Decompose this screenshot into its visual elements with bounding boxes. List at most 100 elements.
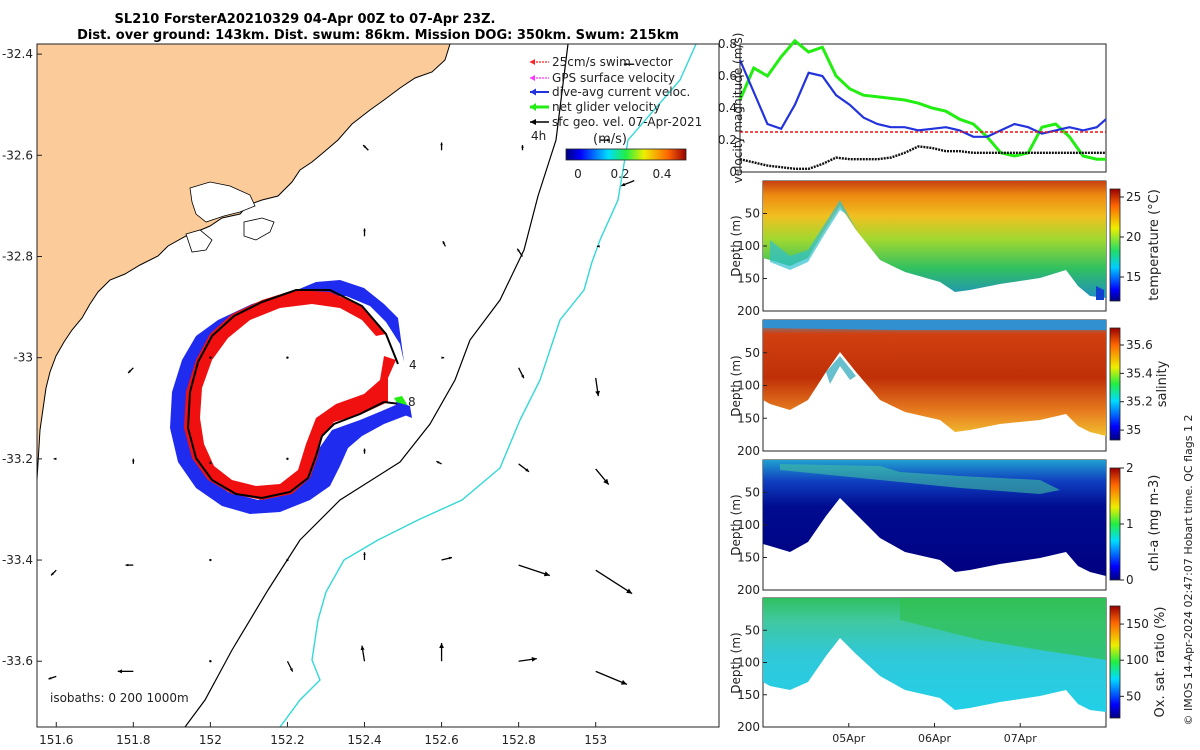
depth-tick-label: 200	[737, 583, 760, 597]
geo-vector-arrow	[599, 138, 610, 142]
depth-tick-label: 150	[737, 551, 760, 565]
geo-vector-arrow	[50, 569, 57, 576]
temperature-deep	[1096, 286, 1104, 300]
oxygen-colorbar-label: Ox. sat. ratio (%)	[1153, 607, 1168, 718]
track-start-marker	[396, 402, 412, 418]
temperature-panel: 50 100 150 200 Depth (m) 15 20 25 temperature…	[729, 180, 1162, 318]
map-x-tick-label: 152.6	[424, 733, 458, 747]
oxygen-y-ticks: 50 100 150 200	[737, 623, 767, 734]
depth-tick-label: 100	[737, 239, 760, 253]
geo-vector-arrow	[596, 245, 600, 248]
velocity-series-net-glider	[738, 38, 1106, 161]
chart-title-line1: SL210 ForsterA20210329 04-Apr 00Z to 07-…	[115, 12, 496, 27]
colorbar-tick-label: 35.6	[1126, 338, 1153, 352]
geo-vector-arrow	[518, 564, 551, 577]
map-colorbar-unit: (m/s)	[593, 132, 627, 147]
velocity-series-geo	[739, 145, 1106, 171]
depth-tick-label: 100	[737, 518, 760, 532]
colorbar-tick-label: 100	[1126, 653, 1149, 667]
geo-vector-arrow	[209, 558, 212, 562]
depth-tick-label: 50	[745, 207, 760, 221]
legend-label-geo-velocity: sfc geo. vel. 07-Apr-2021	[552, 115, 702, 129]
temperature-colorbar-label: temperature (°C)	[1147, 189, 1162, 301]
isobath-200m	[184, 44, 569, 727]
map-x-ticks: 151.6 151.8 152 152.2 152.4 152.6 152.8 153	[39, 722, 607, 747]
geo-vector-arrow	[441, 356, 445, 359]
chla-y-label: Depth (m)	[729, 494, 743, 555]
chla-colorbar-label: chl-a (mg m-3)	[1147, 475, 1162, 572]
geo-vector-arrow	[595, 569, 633, 595]
geo-vector-arrow	[125, 563, 134, 567]
geo-vector-arrow	[286, 457, 289, 461]
geo-vector-arrow	[595, 377, 600, 397]
depth-tick-label: 150	[737, 272, 760, 286]
geo-vector-arrow	[439, 643, 444, 662]
map-y-tick-label: -33.6	[2, 654, 33, 668]
legend-item-swim-vector: 25cm/s swim vector	[530, 55, 673, 69]
coastal-lake-2	[243, 217, 275, 241]
colorbar-tick-label: 1	[1126, 517, 1134, 531]
salinity-field	[763, 320, 1106, 436]
velocity-series-dive-avg	[738, 59, 1107, 138]
map-colorbar-tick-0-4: 0.4	[652, 167, 671, 181]
legend-label-net-glider: net glider velocity	[552, 100, 660, 114]
coastal-lake-3	[185, 229, 213, 253]
salinity-colorbar	[1109, 327, 1121, 441]
geo-vector-arrow	[363, 552, 366, 561]
velocity-panel: 0 0.2 0.4 0.6 0.8 velocity magnitude (m/s)	[718, 33, 1107, 184]
oxygen-y-label: Depth (m)	[729, 632, 743, 693]
depth-tick-label: 50	[745, 623, 760, 637]
track-line	[186, 289, 401, 500]
geo-vector-arrow	[127, 367, 134, 374]
map-y-tick-label: -32.8	[2, 249, 33, 263]
temperature-y-label: Depth (m)	[729, 215, 743, 276]
map-x-tick-label: 152.2	[270, 733, 304, 747]
legend-item-dive-avg: dive-avg current veloc.	[530, 85, 690, 99]
geo-vector-arrow	[209, 660, 212, 663]
salinity-y-ticks: 50 100 150 200	[737, 346, 767, 458]
velocity-y-label: velocity magnitude (m/s)	[731, 33, 745, 184]
map-colorbar-tick-0-2: 0.2	[610, 167, 629, 181]
oxygen-surface-green	[900, 598, 1106, 660]
colorbar-tick-label: 150	[1126, 617, 1149, 631]
coastal-lake	[189, 181, 256, 223]
map-x-tick-label: 153	[584, 733, 607, 747]
track-label-8: 8	[408, 395, 416, 409]
oxygen-colorbar	[1109, 605, 1121, 719]
geo-vector-arrow	[132, 458, 135, 464]
depth-tick-label: 200	[737, 444, 760, 458]
geo-vector-arrow	[117, 669, 134, 674]
geo-vector-arrow	[209, 356, 212, 359]
velocity-y-tick-label: 0.6	[718, 69, 737, 83]
geo-vector-arrow	[521, 145, 524, 151]
velocity-y-tick-label: 0.2	[718, 133, 737, 147]
map-x-tick-label: 152.8	[501, 733, 535, 747]
map-y-tick-label: -33.2	[2, 452, 33, 466]
time-tick-label: 07Apr	[1004, 732, 1038, 745]
geo-vector-arrow	[286, 660, 294, 672]
colorbar-tick-label: 2	[1126, 461, 1134, 475]
map-x-tick-label: 152.4	[347, 733, 381, 747]
time-tick-label: 05Apr	[832, 732, 866, 745]
colorbar-tick-label: 25	[1126, 190, 1141, 204]
map-y-tick-label: -33	[13, 351, 33, 365]
chla-y-ticks: 50 100 150 200	[737, 486, 767, 597]
geo-vector-arrow	[53, 457, 57, 461]
geo-vector-arrow	[620, 179, 635, 187]
velocity-series	[738, 38, 1107, 171]
map-colorbar-tick-0: 0	[574, 167, 582, 181]
legend-scale-4h: 4h	[531, 129, 546, 143]
isobath-1000m	[279, 44, 697, 727]
geo-vector-arrow	[363, 228, 366, 237]
legend-label-gps-surface: GPS surface velocity	[552, 71, 675, 85]
chla-colorbar-ticks: 0 1 2	[1120, 461, 1134, 587]
map-y-tick-label: -32.6	[2, 148, 33, 162]
geo-vector-arrow	[595, 670, 628, 685]
geo-vector-arrow	[440, 142, 443, 151]
map-y-tick-label: -33.4	[2, 553, 33, 567]
velocity-y-tick-label: 0.4	[718, 101, 737, 115]
geo-vector-arrow	[516, 248, 524, 257]
depth-tick-label: 100	[737, 379, 760, 393]
map-panel: 151.6 151.8 152 152.2 152.4 152.6 152.8 153 -32…	[2, 43, 720, 747]
geo-vector-arrow	[286, 558, 289, 562]
